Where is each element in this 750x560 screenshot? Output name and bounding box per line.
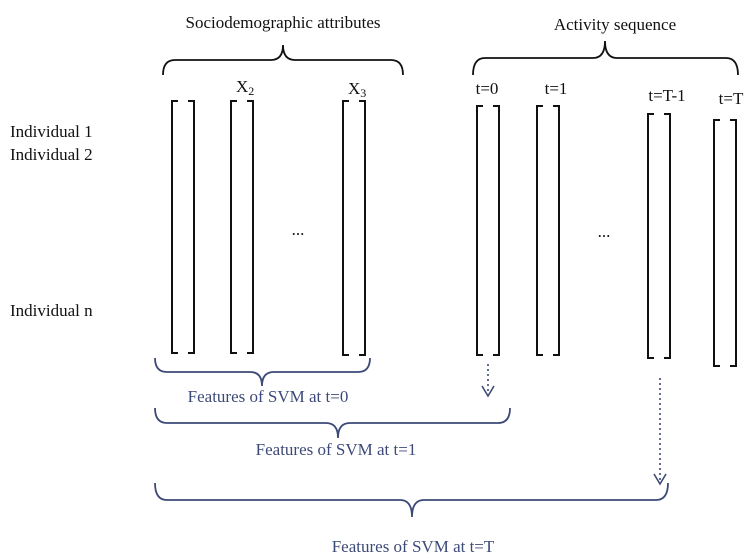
label-sub: 3: [360, 86, 366, 100]
curly-brace: [154, 407, 511, 439]
column-label: X3: [348, 79, 366, 100]
row-label: Individual 2: [10, 145, 93, 164]
curly-brace: [472, 40, 739, 76]
arrow-head: [653, 473, 667, 486]
bracket-left: [647, 113, 654, 359]
group-title: Activity sequence: [554, 15, 676, 34]
bracket-right: [247, 100, 254, 354]
bracket-left: [536, 105, 543, 356]
bracket-right: [188, 100, 195, 354]
bracket-right: [553, 105, 560, 356]
time-label: t=T-1: [648, 86, 685, 105]
curly-brace: [154, 482, 669, 518]
row-label: Individual 1: [10, 122, 93, 141]
curly-brace: [154, 357, 371, 387]
label-base: X: [236, 77, 248, 96]
time-label: t=0: [476, 79, 499, 98]
bracket-right: [493, 105, 500, 356]
group-title: Sociodemographic attributes: [186, 13, 381, 32]
column-label: X2: [236, 77, 254, 98]
bracket-right: [730, 119, 737, 367]
label-sub: 2: [248, 84, 254, 98]
bracket-right: [359, 100, 366, 356]
bracket-left: [342, 100, 349, 356]
time-label: t=1: [545, 79, 568, 98]
feature-label: Features of SVM at t=0: [188, 387, 349, 406]
bracket-right: [664, 113, 671, 359]
feature-label: Features of SVM at t=1: [256, 440, 417, 459]
arrow-head: [481, 385, 495, 398]
bracket-left: [713, 119, 720, 367]
row-label: Individual n: [10, 301, 93, 320]
ellipsis: ...: [292, 220, 305, 239]
bracket-left: [476, 105, 483, 356]
feature-label: Features of SVM at t=T: [332, 537, 495, 556]
arrows: [481, 364, 667, 486]
curly-brace: [162, 44, 404, 76]
ellipsis: ...: [598, 222, 611, 241]
label-base: X: [348, 79, 360, 98]
time-label: t=T: [719, 89, 744, 108]
bracket-left: [230, 100, 237, 354]
bracket-left: [171, 100, 178, 354]
